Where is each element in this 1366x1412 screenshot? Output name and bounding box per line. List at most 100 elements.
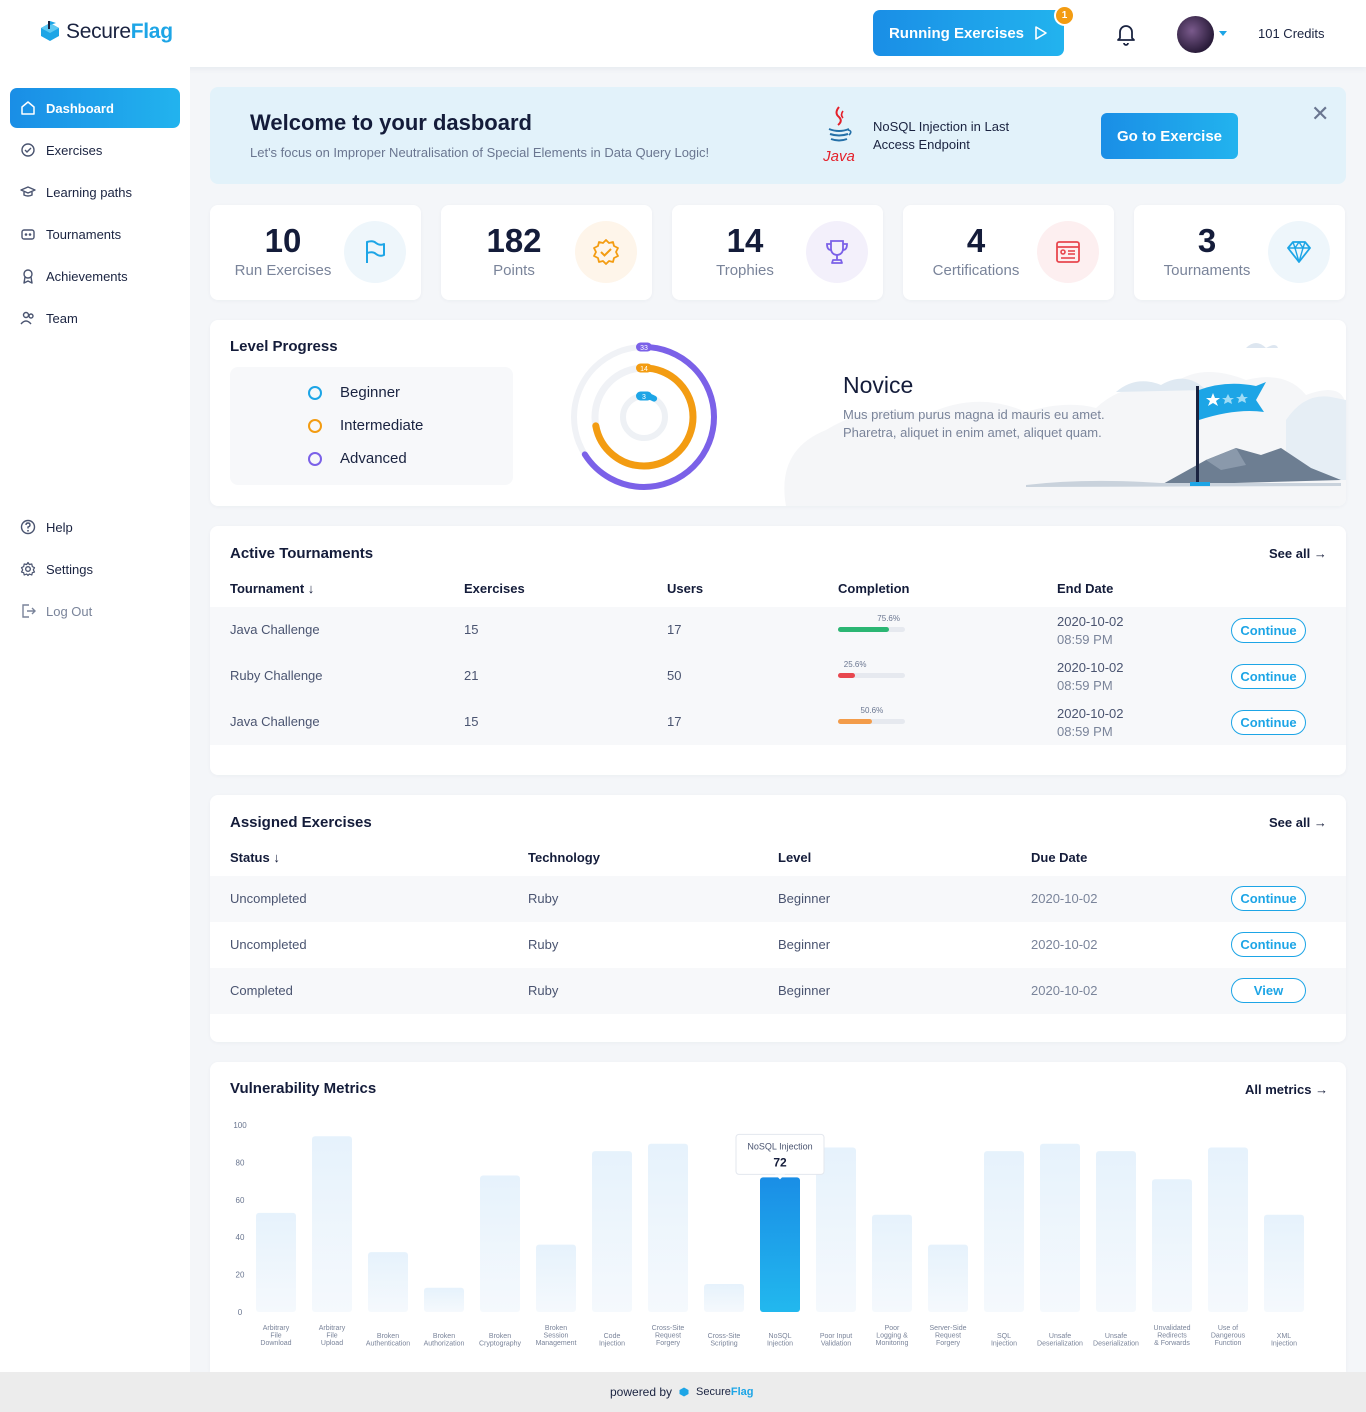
active-tournaments-card: Active Tournaments See all → Tournament … bbox=[210, 526, 1346, 775]
bell-icon[interactable] bbox=[1114, 21, 1138, 47]
stat-label: Run Exercises bbox=[234, 262, 332, 279]
continue-button[interactable]: Continue bbox=[1231, 886, 1306, 911]
sidebar-item-achievements[interactable]: Achievements bbox=[10, 256, 180, 296]
stat-card-tournaments[interactable]: 3 Tournaments bbox=[1134, 205, 1345, 300]
bar[interactable] bbox=[760, 1177, 800, 1312]
view-button[interactable]: View bbox=[1231, 978, 1306, 1003]
exercise-technology: Ruby bbox=[528, 891, 559, 906]
tooltip-label: NoSQL Injection bbox=[747, 1141, 812, 1151]
stat-label: Certifications bbox=[932, 262, 1020, 279]
user-count: 17 bbox=[667, 714, 682, 729]
exercise-due-date: 2020-10-02 bbox=[1031, 937, 1098, 952]
bar[interactable] bbox=[1096, 1151, 1136, 1312]
sidebar-item-settings[interactable]: Settings bbox=[10, 549, 180, 589]
exercise-level: Beginner bbox=[778, 937, 831, 952]
bar[interactable] bbox=[536, 1244, 576, 1312]
continue-button[interactable]: Continue bbox=[1231, 618, 1306, 643]
bar[interactable] bbox=[424, 1287, 464, 1312]
logout-icon bbox=[22, 604, 36, 618]
bar[interactable] bbox=[480, 1175, 520, 1312]
bar[interactable] bbox=[928, 1244, 968, 1312]
column-header-tournament[interactable]: Tournament ↓ bbox=[230, 581, 314, 596]
stat-card-trophies[interactable]: 14 Trophies bbox=[672, 205, 883, 300]
exercise-count: 21 bbox=[464, 668, 479, 683]
avatar[interactable] bbox=[1177, 16, 1214, 53]
vulnerability-metrics-card: Vulnerability Metrics All metrics → 100 8… bbox=[210, 1062, 1346, 1372]
x-tick-label: XML Injection bbox=[1271, 1333, 1297, 1348]
badge-check-icon bbox=[575, 221, 637, 283]
see-all-tournaments-link[interactable]: See all → bbox=[1269, 546, 1327, 561]
see-all-exercises-link[interactable]: See all → bbox=[1269, 815, 1327, 830]
x-tick-label: Use of Dangerous Function bbox=[1211, 1325, 1246, 1347]
all-metrics-link[interactable]: All metrics → bbox=[1245, 1082, 1328, 1097]
sidebar-item-help[interactable]: Help bbox=[10, 507, 180, 547]
completion-bar-fill bbox=[838, 673, 856, 678]
bar[interactable] bbox=[1208, 1147, 1248, 1312]
bar[interactable] bbox=[1264, 1214, 1304, 1312]
sidebar-item-learning-paths[interactable]: Learning paths bbox=[10, 172, 180, 212]
column-header-status[interactable]: Status ↓ bbox=[230, 850, 280, 865]
sidebar-item-exercises[interactable]: Exercises bbox=[10, 130, 180, 170]
bar[interactable] bbox=[368, 1252, 408, 1312]
table-row: Java Challenge 15 17 50.6% 2020-10-02 08:59 P… bbox=[210, 699, 1346, 745]
stat-value: 3 bbox=[1197, 222, 1217, 259]
column-header-exercises: Exercises bbox=[464, 581, 525, 596]
stat-label: Points bbox=[493, 262, 535, 279]
running-exercises-button[interactable]: Running Exercises bbox=[873, 10, 1064, 56]
legend-beginner: Beginner bbox=[308, 384, 400, 401]
close-icon[interactable]: ✕ bbox=[1311, 101, 1330, 126]
exercises-icon bbox=[21, 143, 35, 157]
bar[interactable] bbox=[872, 1214, 912, 1312]
stat-card-points[interactable]: 182 Points bbox=[441, 205, 652, 300]
stat-value: 182 bbox=[486, 222, 542, 259]
completion-bar-fill bbox=[838, 627, 889, 632]
bar[interactable] bbox=[648, 1143, 688, 1312]
go-to-exercise-button[interactable]: Go to Exercise bbox=[1101, 113, 1238, 159]
y-tick-label: 100 bbox=[233, 1121, 247, 1130]
bar[interactable] bbox=[592, 1151, 632, 1312]
sidebar-item-label: Log Out bbox=[46, 603, 93, 619]
secureflag-logo[interactable]: SecureFlag bbox=[38, 20, 173, 44]
bar[interactable] bbox=[256, 1212, 296, 1312]
ring-track bbox=[620, 393, 668, 441]
x-tick-label: NoSQL Injection bbox=[767, 1333, 793, 1348]
bar[interactable] bbox=[1152, 1179, 1192, 1312]
stat-card-certifications[interactable]: 4 Certifications bbox=[903, 205, 1114, 300]
x-tick-label: Poor Logging & Monitoring bbox=[876, 1325, 909, 1347]
exercise-status: Uncompleted bbox=[230, 937, 307, 952]
end-time: 08:59 PM bbox=[1057, 678, 1113, 693]
continue-button[interactable]: Continue bbox=[1231, 710, 1306, 735]
arrow-right-icon: → bbox=[1313, 815, 1327, 830]
graduation-cap-icon bbox=[20, 186, 36, 197]
exercise-level: Beginner bbox=[778, 891, 831, 906]
gear-icon bbox=[20, 561, 36, 577]
continue-button[interactable]: Continue bbox=[1231, 664, 1306, 689]
chevron-down-icon[interactable] bbox=[1219, 31, 1227, 36]
user-count: 50 bbox=[667, 668, 682, 683]
sidebar-item-logout[interactable]: Log Out bbox=[10, 591, 180, 631]
table-row: Uncompleted Ruby Beginner 2020-10-02 Continu… bbox=[210, 876, 1346, 922]
sidebar-item-team[interactable]: Team bbox=[10, 298, 180, 338]
arrow-right-icon: → bbox=[1315, 1082, 1329, 1097]
bar[interactable] bbox=[704, 1283, 744, 1312]
vulnerability-bar-chart: 100 80 60 40 20 0 Arbitrary File Download Arbitra… bbox=[233, 1121, 1304, 1348]
tournament-icon bbox=[21, 229, 35, 240]
bar[interactable] bbox=[816, 1147, 856, 1312]
java-label: Java bbox=[823, 148, 855, 165]
sidebar-item-dashboard[interactable]: Dashboard bbox=[10, 88, 180, 128]
sidebar-item-tournaments[interactable]: Tournaments bbox=[10, 214, 180, 254]
bar-tooltip: NoSQL Injection 72 bbox=[735, 1133, 825, 1180]
sidebar-item-label: Tournaments bbox=[46, 226, 122, 242]
exercise-technology: Ruby bbox=[528, 937, 559, 952]
stat-card-run-exercises[interactable]: 10 Run Exercises bbox=[210, 205, 421, 300]
bar[interactable] bbox=[312, 1136, 352, 1312]
bar[interactable] bbox=[1040, 1143, 1080, 1312]
table-row: Java Challenge 15 17 75.6% 2020-10-02 08:59 P… bbox=[210, 607, 1346, 653]
end-time: 08:59 PM bbox=[1057, 632, 1113, 647]
assigned-exercises-card: Assigned Exercises See all → Status ↓ Te… bbox=[210, 795, 1346, 1042]
continue-button[interactable]: Continue bbox=[1231, 932, 1306, 957]
bar[interactable] bbox=[984, 1151, 1024, 1312]
x-tick-label: Poor Input Validation bbox=[820, 1333, 852, 1348]
logo-text: SecureFlag bbox=[66, 20, 173, 43]
running-count-badge: 1 bbox=[1054, 5, 1075, 26]
